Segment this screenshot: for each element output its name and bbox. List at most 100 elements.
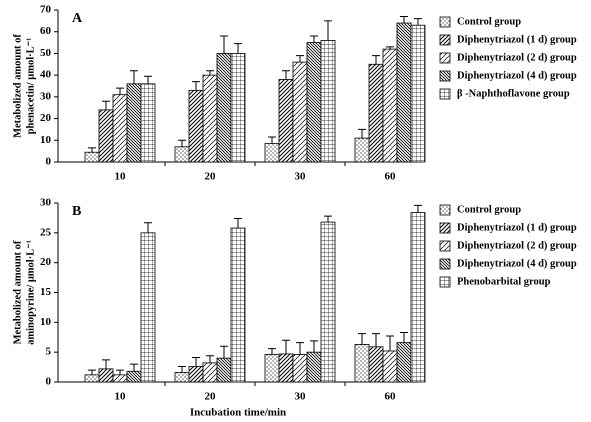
error-bar <box>88 147 96 153</box>
y-tick-label: 50 <box>40 47 52 59</box>
error-bar <box>220 345 228 359</box>
error-bar <box>310 340 318 353</box>
error-bar <box>234 218 242 229</box>
x-tick-label: 20 <box>205 171 217 183</box>
error-bar <box>144 75 152 84</box>
bar <box>382 48 398 163</box>
legend-swatch <box>439 222 451 234</box>
error-bar <box>358 333 366 345</box>
error-bar <box>192 81 200 91</box>
x-tick-label: 10 <box>115 391 127 403</box>
error-bar <box>372 333 380 347</box>
bar <box>264 143 280 163</box>
error-bar <box>268 136 276 144</box>
bar <box>98 368 114 383</box>
error-bar <box>116 87 124 95</box>
bar <box>202 362 218 383</box>
legend-label: β -Naphthoflavone group <box>457 88 570 99</box>
y-tick-label: 5 <box>46 346 52 358</box>
error-bar <box>400 331 408 343</box>
bar <box>174 372 190 383</box>
panel-label: B <box>72 204 81 219</box>
error-bar <box>88 369 96 375</box>
bar <box>174 146 190 163</box>
error-bar <box>206 70 214 76</box>
x-tick-label: 30 <box>295 391 307 403</box>
bar <box>320 221 336 383</box>
error-bar <box>130 363 138 372</box>
bar <box>354 137 370 163</box>
y-axis-label: Metabolized amount of <box>12 34 23 138</box>
bar <box>292 354 308 383</box>
bar <box>230 227 246 383</box>
y-tick-label: 20 <box>40 256 52 268</box>
y-tick-label: 15 <box>40 286 52 298</box>
error-bar <box>296 55 304 63</box>
bar <box>126 83 142 163</box>
y-tick-label: 30 <box>40 197 52 209</box>
bar <box>354 344 370 383</box>
legend-swatch <box>439 276 451 288</box>
y-tick-label: 10 <box>40 316 52 328</box>
error-bar <box>324 215 332 223</box>
bar <box>84 151 100 163</box>
bar <box>216 357 232 383</box>
error-bar <box>358 128 366 139</box>
bar <box>382 350 398 383</box>
bar <box>410 212 426 383</box>
error-bar <box>178 365 186 373</box>
y-tick-label: 30 <box>40 90 52 102</box>
y-tick-label: 10 <box>40 134 52 146</box>
y-tick-label: 25 <box>40 226 52 238</box>
bar <box>230 53 246 163</box>
y-tick-label: 0 <box>46 376 52 388</box>
legend-label: Diphenytriazol (1 d) group <box>457 34 577 45</box>
bar <box>278 353 294 383</box>
x-axis-label: Incubation time/min <box>190 407 286 419</box>
legend-label: Diphenytriazol (2 d) group <box>457 240 577 251</box>
bar <box>216 53 232 163</box>
y-axis-label: phenacetin/ μmol·L⁻¹ <box>25 38 36 135</box>
bar <box>396 342 412 383</box>
legend-swatch <box>439 240 451 252</box>
legend-swatch <box>439 258 451 270</box>
error-bar <box>310 35 318 43</box>
error-bar <box>414 204 422 213</box>
bar <box>278 79 294 163</box>
bar <box>126 370 142 383</box>
legend-swatch <box>439 34 451 46</box>
y-tick-label: 40 <box>40 69 52 81</box>
error-bar <box>102 100 110 110</box>
legend-swatch <box>439 16 451 28</box>
error-bar <box>234 43 242 54</box>
error-bar <box>282 339 290 354</box>
panel-label: A <box>72 11 83 26</box>
legend-label: Phenobarbital group <box>457 276 551 287</box>
x-tick-label: 10 <box>115 171 127 183</box>
x-tick-label: 30 <box>295 171 307 183</box>
bar <box>112 374 128 383</box>
bar <box>202 74 218 163</box>
legend-label: Diphenytriazol (4 d) group <box>457 258 577 269</box>
y-axis-label: aminopyrine/ μmol·L⁻¹ <box>25 240 36 345</box>
bar <box>410 24 426 163</box>
error-bar <box>324 20 332 41</box>
legend-label: Diphenytriazol (2 d) group <box>457 52 577 63</box>
y-tick-label: 20 <box>40 112 52 124</box>
error-bar <box>144 222 152 233</box>
y-tick-label: 60 <box>40 25 52 37</box>
error-bar <box>130 70 138 84</box>
error-bar <box>178 139 186 147</box>
bar <box>188 366 204 383</box>
legend-label: Diphenytriazol (1 d) group <box>457 222 577 233</box>
error-bar <box>414 18 422 26</box>
x-tick-label: 60 <box>385 391 397 403</box>
error-bar <box>386 335 394 351</box>
bar <box>368 63 384 163</box>
error-bar <box>282 70 290 80</box>
error-bar <box>220 35 228 54</box>
bar <box>306 42 322 163</box>
error-bar <box>400 16 408 24</box>
bar <box>396 22 412 163</box>
